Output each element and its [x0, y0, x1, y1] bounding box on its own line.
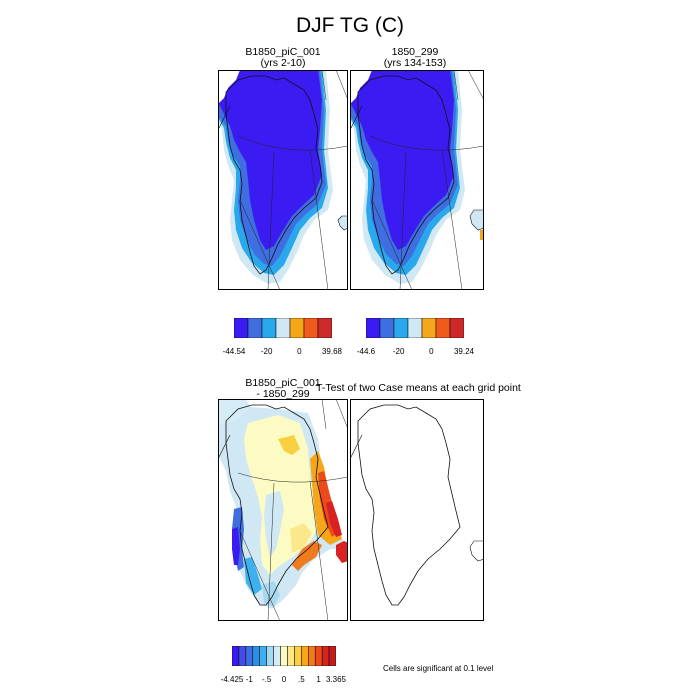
colorbar-diff-swatch — [314, 645, 323, 667]
colorbar-diff-swatch — [231, 645, 240, 667]
colorbar-case1: -44.54 -20 0 39.68 — [223, 317, 342, 358]
colorbar-case2-swatch — [435, 317, 451, 339]
map-panel-ttest — [350, 399, 484, 621]
colorbar-diff-swatch — [308, 645, 316, 667]
colorbar-diff-swatch — [266, 645, 274, 667]
colorbar-case2-swatch — [379, 317, 395, 339]
colorbar-diff-label: -1 — [245, 675, 253, 684]
colorbar-diff-swatch — [294, 645, 302, 667]
colorbar-diff-swatch — [287, 645, 295, 667]
colorbar-diff-label: 3.365 — [325, 675, 347, 684]
colorbar-diff-label: -4.425 — [220, 675, 244, 684]
colorbar-diff-swatch — [245, 645, 254, 667]
colorbar-case2-swatch — [365, 317, 381, 339]
colorbar-diff-swatch — [273, 645, 281, 667]
colorbar-case2-swatch — [393, 317, 409, 339]
colorbar-case2-label: -20 — [392, 347, 405, 356]
colorbar-case1-swatch — [275, 317, 291, 339]
colorbar-case2-swatches — [365, 317, 465, 339]
colorbar-case1-swatch — [233, 317, 249, 339]
panel-title-diff-line1: B1850_piC_001 — [245, 377, 321, 389]
colorbar-diff-swatch — [301, 645, 309, 667]
colorbar-case1-swatch — [247, 317, 263, 339]
colorbar-diff-label: .5 — [297, 675, 305, 684]
panel-title-case2-line1: 1850_299 — [391, 46, 439, 58]
colorbar-case1-swatch — [303, 317, 319, 339]
colorbar-diff-swatch — [328, 645, 337, 667]
colorbar-case1-swatch — [289, 317, 305, 339]
colorbar-diff-swatch — [252, 645, 260, 667]
colorbar-case1-swatch — [261, 317, 277, 339]
colorbar-case1-swatches — [233, 317, 333, 339]
map-panel-diff — [218, 399, 348, 621]
panel-title-case1: B1850_piC_001 (yrs 2-10) — [218, 47, 348, 69]
colorbar-case1-label: 0 — [297, 347, 302, 356]
panel-title-case2-line2: (yrs 134-153) — [383, 57, 447, 69]
colorbar-diff-swatch — [280, 645, 288, 667]
colorbar-case2-label: 39.24 — [453, 347, 475, 356]
colorbar-diff-swatch — [321, 645, 330, 667]
colorbar-diff-label: 0 — [281, 675, 287, 684]
colorbar-diff: -4.425 -1 -.5 0 .5 1 3.365 — [221, 645, 346, 686]
colorbar-diff-swatches — [231, 645, 337, 667]
panel-title-ttest: T-Test of two Case means at each grid po… — [316, 382, 521, 394]
colorbar-diff-label: -.5 — [261, 675, 272, 684]
significance-note: Cells are significant at 0.1 level — [383, 664, 494, 673]
colorbar-case2-label: 0 — [429, 347, 434, 356]
colorbar-case2-swatch — [449, 317, 465, 339]
colorbar-diff-swatch — [259, 645, 267, 667]
colorbar-case1-swatch — [317, 317, 333, 339]
colorbar-case2: -44.6 -20 0 39.24 — [357, 317, 474, 358]
colorbar-case2-swatch — [407, 317, 423, 339]
panel-title-diff: B1850_piC_001 - 1850_299 — [218, 378, 348, 400]
panel-title-diff-line2: - 1850_299 — [256, 388, 310, 400]
colorbar-case2-swatch — [421, 317, 437, 339]
panel-title-case1-line1: B1850_piC_001 — [245, 46, 321, 58]
colorbar-case1-label: 39.68 — [321, 347, 343, 356]
colorbar-diff-swatch — [238, 645, 247, 667]
colorbar-case1-label: -44.54 — [222, 347, 246, 356]
figure-title: DJF TG (C) — [295, 14, 405, 37]
map-panel-case2 — [350, 70, 484, 290]
panel-title-case1-line2: (yrs 2-10) — [260, 57, 306, 69]
colorbar-diff-label: 1 — [316, 675, 321, 684]
colorbar-case2-label: -44.6 — [356, 347, 376, 356]
colorbar-case1-label: -20 — [260, 347, 273, 356]
map-panel-case1 — [218, 70, 348, 290]
panel-title-case2: 1850_299 (yrs 134-153) — [350, 47, 480, 69]
